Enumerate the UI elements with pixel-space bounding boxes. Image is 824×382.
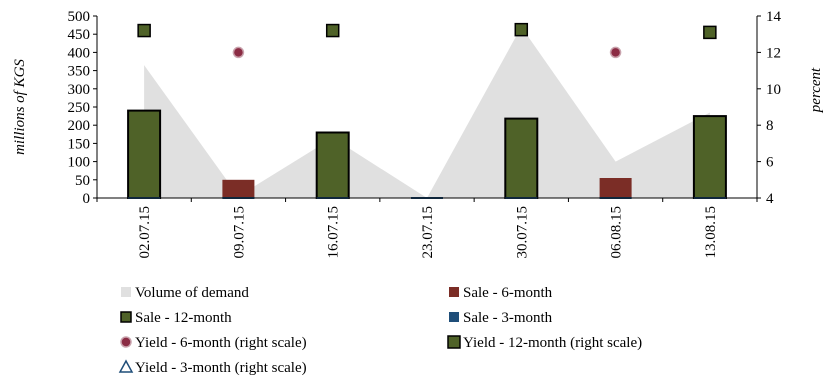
legend-item-sale-3-month: Sale - 3-month <box>449 310 553 326</box>
legend-swatch-yield-12-month-right-scale <box>447 335 461 349</box>
area-layer <box>144 26 710 199</box>
legend-swatch-yield-3-month-right-scale <box>118 359 134 373</box>
y-tick-label-7: 350 <box>68 64 91 80</box>
y-tick-label-6: 300 <box>68 82 91 98</box>
label-layer: millions of KGS percent <box>12 59 824 155</box>
legend-item-sale-12-month: Sale - 12-month <box>120 310 232 326</box>
bar-sale-6-month-1 <box>222 179 255 198</box>
axis-layer: 0 50 100 150 200 250 300 350 400 450 500 4 6 8 10 12 14 0… <box>68 9 782 259</box>
marker-yield-6-month-right-scale-5 <box>609 46 622 59</box>
y-tick-label-9: 450 <box>68 27 91 43</box>
x-tick-label-0: 02.07.15 <box>137 206 153 259</box>
y2-axis-label: percent <box>808 67 824 113</box>
bar-sale-12-month-4 <box>504 117 539 199</box>
bar-sale-12-month-0 <box>127 109 162 199</box>
y-tick-label-2: 100 <box>68 155 91 171</box>
x-tick-label-4: 30.07.15 <box>514 206 530 259</box>
legend-item-volume-of-demand: Volume of demand <box>121 285 249 301</box>
legend-item-yield-12-month-right-scale: Yield - 12-month (right scale) <box>447 335 642 351</box>
bar-sale-12-month-6 <box>692 115 727 199</box>
legend-swatch-sale-3-month <box>449 312 459 322</box>
bar-sale-6-month-5 <box>599 178 632 198</box>
y-tick-label-8: 400 <box>68 45 91 61</box>
x-tick-label-6: 13.08.15 <box>703 206 719 259</box>
y-tick-label-5: 250 <box>68 100 91 116</box>
marker-yield-6-month-right-scale-1 <box>232 46 245 59</box>
y-tick-label-0: 0 <box>83 191 91 207</box>
y2-tick-label-2: 8 <box>766 118 774 134</box>
y2-tick-label-4: 12 <box>766 45 781 61</box>
y2-tick-label-1: 6 <box>766 155 774 171</box>
y-tick-label-1: 50 <box>75 173 90 189</box>
legend-label-yield-12-month-right-scale: Yield - 12-month (right scale) <box>463 335 642 351</box>
legend-swatch-sale-12-month <box>120 311 132 323</box>
marker-yield-12-month-right-scale-6 <box>703 25 717 40</box>
marker-yield-12-month-right-scale-4 <box>514 22 529 37</box>
x-tick-label-5: 06.08.15 <box>609 206 625 259</box>
legend-item-yield-3-month-right-scale: Yield - 3-month (right scale) <box>118 359 307 376</box>
y-axis-label: millions of KGS <box>12 59 28 155</box>
legend-label-yield-6-month-right-scale: Yield - 6-month (right scale) <box>135 335 307 351</box>
legend-item-sale-6-month: Sale - 6-month <box>449 285 553 301</box>
bar-sale-12-month-2 <box>315 131 350 199</box>
legend-label-sale-6-month: Sale - 6-month <box>463 285 553 301</box>
marker-yield-12-month-right-scale-0 <box>137 23 151 38</box>
legend-swatch-sale-6-month <box>449 287 459 297</box>
legend-item-yield-6-month-right-scale: Yield - 6-month (right scale) <box>120 335 307 351</box>
x-tick-label-1: 09.07.15 <box>231 206 247 259</box>
legend-swatch-yield-6-month-right-scale <box>120 336 132 348</box>
marker-yield-12-month-right-scale-2 <box>325 23 340 38</box>
legend-label-volume-of-demand: Volume of demand <box>135 285 249 301</box>
y2-tick-label-5: 14 <box>766 9 782 25</box>
y2-tick-label-0: 4 <box>766 191 774 207</box>
legend-label-sale-12-month: Sale - 12-month <box>135 310 232 326</box>
legend: Volume of demand Sale - 6-month Sale - 12-… <box>118 285 642 376</box>
legend-swatch-volume-of-demand <box>121 287 131 297</box>
y2-tick-label-3: 10 <box>766 82 781 98</box>
x-tick-label-3: 23.07.15 <box>420 206 436 259</box>
y-tick-label-10: 500 <box>68 9 91 25</box>
legend-label-sale-3-month: Sale - 3-month <box>463 310 553 326</box>
area-volume-of-demand <box>144 26 710 199</box>
y-tick-label-4: 200 <box>68 118 91 134</box>
x-tick-label-2: 16.07.15 <box>326 206 342 259</box>
marker-layer <box>137 22 717 59</box>
legend-label-yield-3-month-right-scale: Yield - 3-month (right scale) <box>135 360 307 376</box>
y-tick-label-3: 150 <box>68 136 91 152</box>
